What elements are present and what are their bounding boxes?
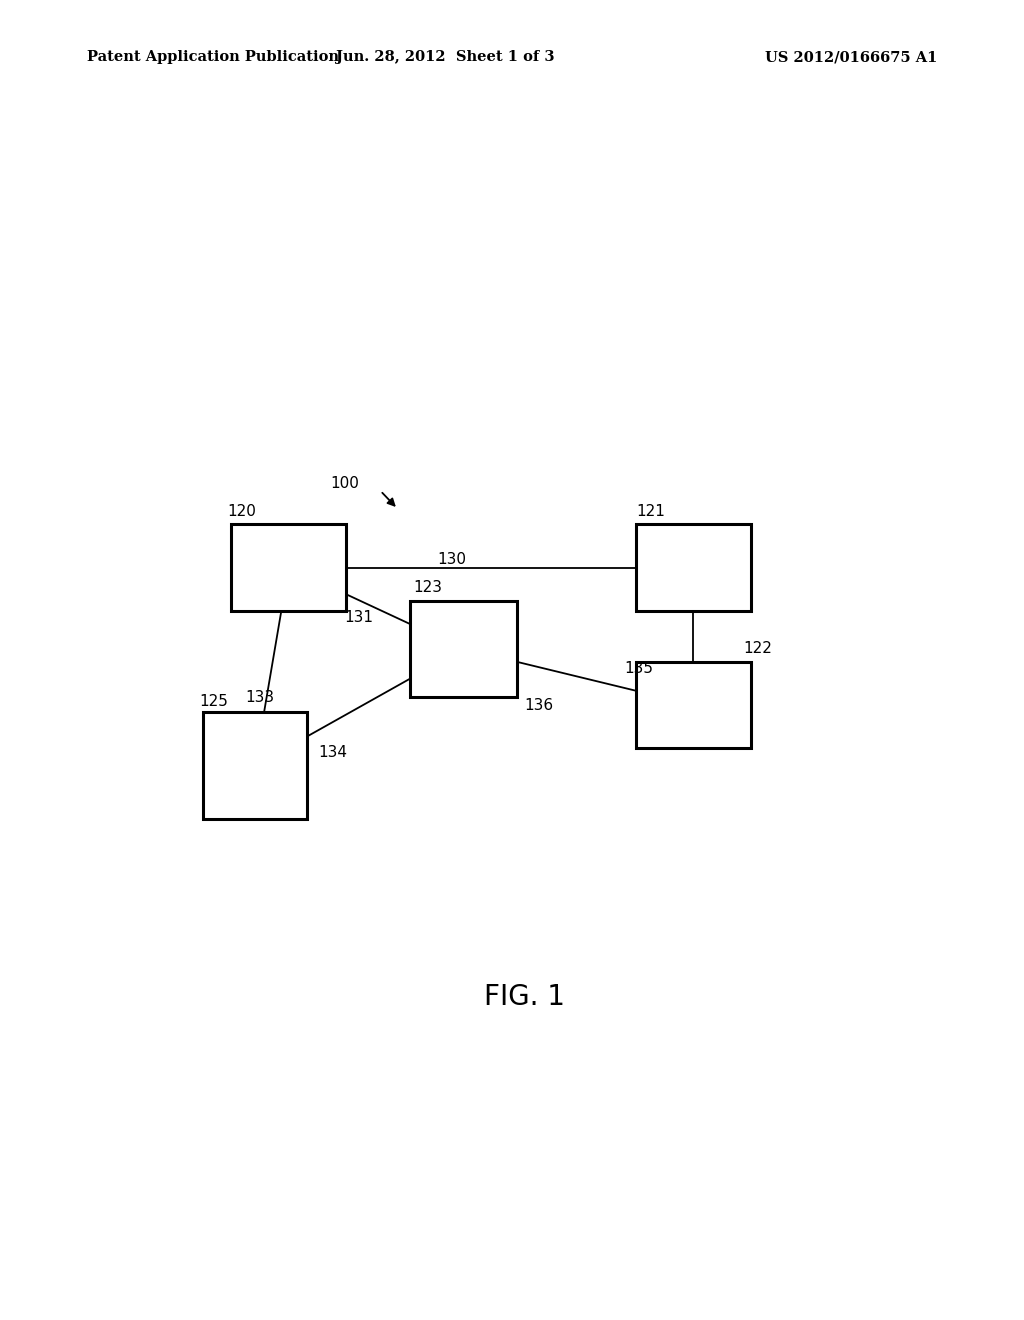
Text: 100: 100: [331, 477, 359, 491]
Text: 133: 133: [246, 689, 274, 705]
Bar: [410, 601, 517, 697]
Bar: [636, 524, 751, 611]
Text: Patent Application Publication: Patent Application Publication: [87, 50, 339, 65]
Text: 134: 134: [318, 746, 347, 760]
Text: 121: 121: [636, 504, 665, 519]
Text: 123: 123: [414, 581, 442, 595]
Bar: [636, 661, 751, 748]
Text: 131: 131: [344, 610, 373, 626]
Text: 122: 122: [743, 642, 772, 656]
Bar: [231, 524, 346, 611]
Text: US 2012/0166675 A1: US 2012/0166675 A1: [765, 50, 937, 65]
Text: Jun. 28, 2012  Sheet 1 of 3: Jun. 28, 2012 Sheet 1 of 3: [336, 50, 555, 65]
Text: 135: 135: [624, 661, 653, 676]
Text: 130: 130: [437, 552, 467, 568]
Text: 125: 125: [200, 694, 228, 709]
Text: 136: 136: [524, 698, 554, 713]
Text: 120: 120: [227, 504, 256, 519]
Bar: [204, 713, 306, 818]
Text: FIG. 1: FIG. 1: [484, 983, 565, 1011]
